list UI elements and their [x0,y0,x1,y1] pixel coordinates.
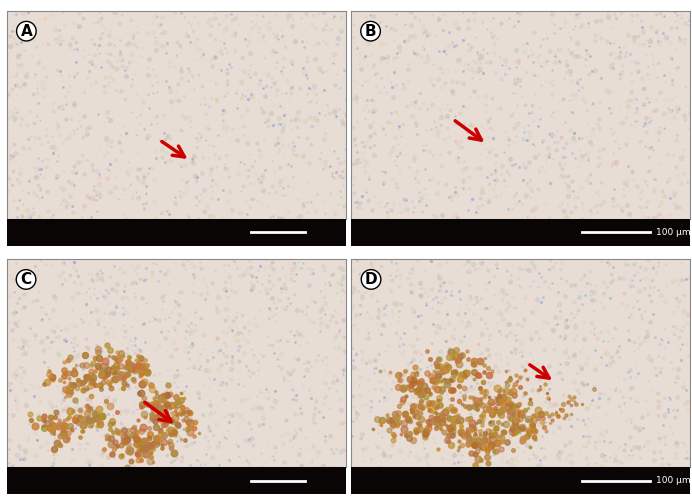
Text: 100 μm: 100 μm [656,228,691,237]
Text: A: A [21,23,33,39]
Text: C: C [21,272,32,287]
Text: D: D [365,272,377,287]
Text: 100 μm: 100 μm [656,476,691,485]
Text: B: B [365,23,376,39]
